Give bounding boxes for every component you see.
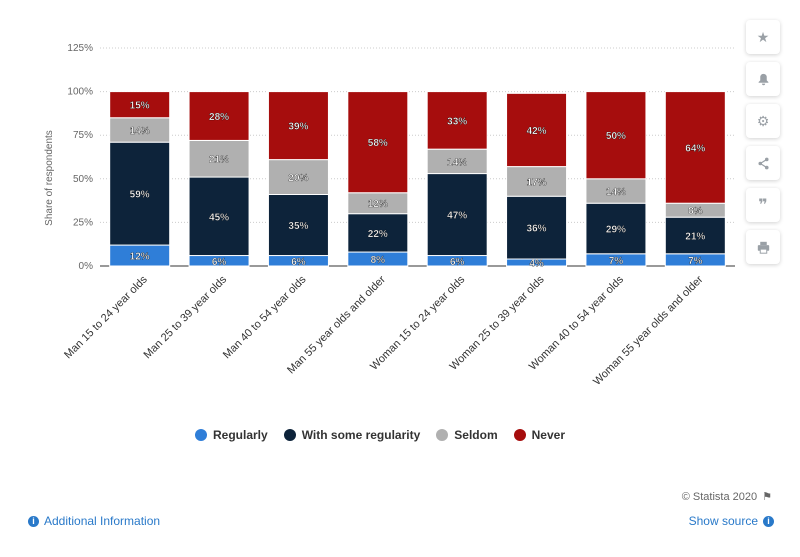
bell-icon[interactable] — [746, 62, 780, 96]
data-label: 42% — [527, 126, 547, 137]
data-label: 12% — [130, 252, 150, 263]
data-label: 15% — [130, 101, 150, 112]
info-icon: i — [28, 515, 39, 527]
bar-segment[interactable] — [585, 202, 647, 255]
info-icon: i — [763, 515, 774, 527]
data-label: 50% — [606, 131, 626, 142]
data-label: 33% — [447, 116, 467, 127]
x-tick-label: Man 25 to 39 year olds — [142, 273, 230, 361]
x-tick-label: Man 40 to 54 year olds — [221, 273, 309, 361]
legend-label: Regularly — [213, 428, 268, 442]
legend-item[interactable]: Regularly — [195, 428, 268, 442]
additional-info-label: Additional Information — [44, 514, 161, 528]
flag-icon: ⚑ — [762, 491, 772, 503]
legend-label: Seldom — [454, 428, 498, 442]
y-axis-ticks: 0% 25% 50% 75% 100% 125% — [67, 43, 93, 272]
data-label: 14% — [447, 157, 467, 168]
bar-segment[interactable] — [347, 91, 409, 194]
data-label: 21% — [685, 231, 705, 242]
data-label: 45% — [209, 212, 229, 223]
data-label: 58% — [368, 138, 388, 149]
data-label: 20% — [288, 173, 308, 184]
y-tick-label: 0% — [79, 261, 94, 272]
star-icon[interactable]: ★ — [746, 20, 780, 54]
show-source-label: Show source — [688, 514, 758, 528]
data-label: 35% — [288, 221, 308, 232]
legend: Regularly With some regularity Seldom Never — [0, 428, 760, 442]
y-axis-label: Share of respondents — [44, 130, 55, 226]
chart: 0% 25% 50% 75% 100% 125% Share of respondents… — [44, 43, 735, 388]
bar-segment[interactable] — [506, 92, 568, 168]
data-label: 6% — [212, 257, 227, 268]
data-label: 47% — [447, 211, 467, 222]
data-label: 8% — [371, 255, 386, 266]
bar-segment[interactable] — [188, 91, 250, 141]
data-label: 28% — [209, 112, 229, 123]
bar-segment[interactable] — [506, 166, 568, 197]
bar-segment[interactable] — [506, 195, 568, 260]
y-tick-label: 100% — [67, 87, 93, 98]
bar-segment[interactable] — [664, 216, 726, 255]
copyright-text: © Statista 2020 — [681, 490, 758, 503]
y-tick-label: 125% — [67, 43, 93, 54]
data-label: 21% — [209, 155, 229, 166]
legend-item[interactable]: Seldom — [436, 428, 498, 442]
bar-segment[interactable] — [109, 91, 171, 119]
legend-marker — [283, 429, 296, 441]
data-label: 39% — [288, 122, 308, 133]
bars: 12% 59% 14% 15% 6% 45% 21% 28% 6% 35% 20% 39% 8% 22% 1… — [109, 91, 726, 270]
legend-marker — [195, 429, 207, 441]
data-label: 64% — [685, 143, 705, 154]
data-label: 36% — [527, 224, 547, 235]
data-label: 22% — [368, 229, 388, 240]
bar-segment[interactable] — [585, 91, 647, 180]
data-label: 14% — [606, 187, 626, 198]
data-label: 17% — [527, 177, 547, 188]
data-label: 4% — [529, 259, 544, 270]
data-label: 7% — [609, 256, 624, 267]
bar-segment[interactable] — [664, 91, 726, 204]
legend-label: Never — [531, 428, 565, 442]
data-label: 6% — [291, 257, 306, 268]
show-source-link[interactable]: Show source i — [689, 514, 774, 528]
data-label: 29% — [606, 225, 626, 236]
legend-item[interactable]: Never — [513, 428, 565, 442]
bar-segment[interactable] — [347, 213, 409, 253]
legend-marker — [436, 429, 449, 441]
quote-icon[interactable]: ❞ — [746, 188, 780, 222]
bar-segment[interactable] — [188, 139, 250, 178]
gear-icon[interactable]: ⚙ — [746, 104, 780, 138]
x-tick-label: Man 15 to 24 year olds — [62, 273, 150, 361]
bar-segment[interactable] — [267, 91, 329, 161]
data-label: 7% — [688, 256, 703, 267]
data-label: 59% — [130, 190, 150, 201]
legend-marker — [513, 429, 526, 441]
bar-segment[interactable] — [267, 159, 329, 195]
sidebar: ★ ⚙ ❞ — [746, 20, 780, 272]
data-label: 6% — [450, 257, 465, 268]
data-label: 12% — [368, 199, 388, 210]
share-icon[interactable] — [746, 146, 780, 180]
bar-segment[interactable] — [188, 176, 250, 257]
copyright: © Statista 2020 ⚑ — [681, 490, 772, 504]
legend-label: With some regularity — [301, 428, 421, 442]
print-icon[interactable] — [746, 230, 780, 264]
y-tick-label: 75% — [73, 130, 93, 141]
y-tick-label: 50% — [73, 174, 93, 185]
additional-info-link[interactable]: i Additional Information — [28, 514, 160, 528]
bar-segment[interactable] — [109, 141, 171, 246]
legend-item[interactable]: With some regularity — [283, 428, 421, 442]
data-label: 14% — [130, 126, 150, 137]
bar-segment[interactable] — [426, 91, 488, 150]
data-label: 8% — [688, 206, 703, 217]
y-tick-label: 25% — [73, 217, 93, 228]
